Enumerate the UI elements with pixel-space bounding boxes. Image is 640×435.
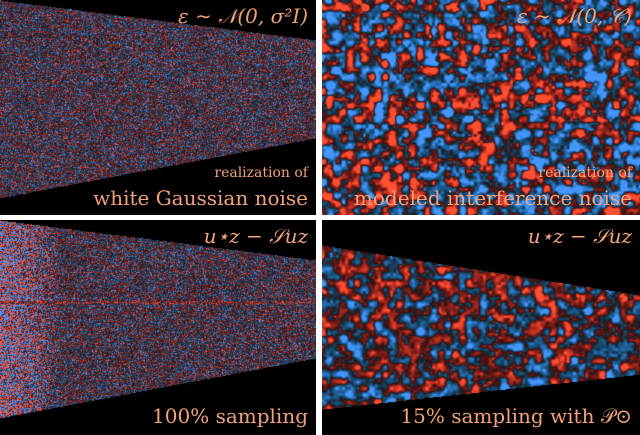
residual-image-full-sampling	[0, 220, 316, 435]
panel-top-left: ε ∼ 𝒩(0, σ²I) realization of white Gauss…	[0, 0, 316, 215]
panel-bottom-right: u⋆z − 𝒮uz 15% sampling with 𝒫⊙	[322, 220, 640, 435]
caption-line1: realization of	[214, 165, 308, 181]
caption-line2: 100% sampling	[152, 404, 308, 428]
noise-image-correlated	[322, 0, 640, 215]
caption-line2: white Gaussian noise	[93, 186, 308, 210]
residual-image-partial-sampling	[322, 220, 640, 435]
math-label: ε ∼ 𝒩(0, σ²I)	[178, 4, 308, 28]
caption-line1: realization of	[538, 165, 632, 181]
math-label: u⋆z − 𝒮uz	[203, 224, 308, 248]
caption-line2: modeled interference noise	[353, 186, 632, 210]
caption-line2: 15% sampling with 𝒫⊙	[400, 404, 632, 428]
math-label: u⋆z − 𝒮uz	[527, 224, 632, 248]
math-label: ε ∼ 𝒩(0, 𝒞)	[517, 4, 632, 28]
panel-top-right: ε ∼ 𝒩(0, 𝒞) realization of modeled inter…	[322, 0, 640, 215]
panel-bottom-left: u⋆z − 𝒮uz 100% sampling	[0, 220, 316, 435]
noise-image-white	[0, 0, 316, 215]
